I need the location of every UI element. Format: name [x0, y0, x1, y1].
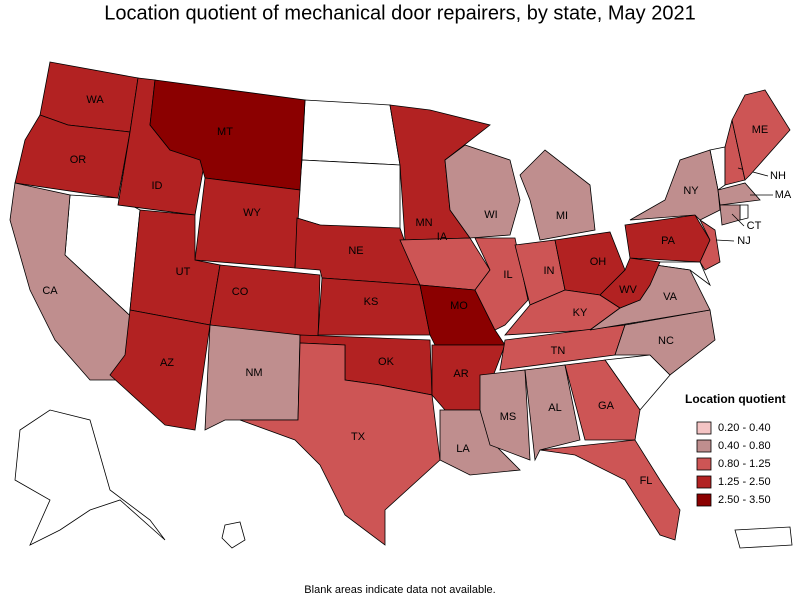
state — [564, 359, 641, 441]
state-label: GA — [598, 400, 615, 412]
state — [194, 177, 301, 269]
state — [719, 204, 741, 226]
state-label: MN — [415, 217, 432, 229]
legend-swatch — [696, 475, 712, 489]
state-label: IL — [503, 269, 512, 281]
leader-line — [731, 213, 745, 227]
state-blank — [301, 99, 401, 166]
state — [519, 149, 596, 241]
state-label: NJ — [737, 235, 750, 247]
state — [239, 342, 441, 546]
state-label: LA — [456, 443, 470, 455]
state-label: NC — [658, 335, 674, 347]
state — [9, 182, 141, 381]
state-label: FL — [640, 475, 653, 487]
alaska — [14, 409, 166, 546]
legend: Location quotient 0.20 - 0.40 0.40 - 0.80… — [685, 392, 786, 507]
state-label: KS — [364, 296, 379, 308]
blank-states — [14, 99, 793, 549]
note: Blank areas indicate data not available. — [304, 584, 495, 596]
state-label: OH — [590, 256, 607, 268]
state-label: MI — [556, 210, 568, 222]
state-label: PA — [661, 235, 676, 247]
state — [479, 369, 531, 461]
state — [698, 218, 721, 271]
state-label: OK — [378, 356, 395, 368]
legend-title: Location quotient — [685, 392, 786, 406]
state-label: CA — [42, 285, 58, 297]
state-label: CT — [747, 220, 762, 232]
state-blank — [739, 204, 749, 221]
state — [539, 439, 681, 541]
map-title: Location quotient of mechanical door rep… — [104, 2, 695, 24]
legend-label: 0.20 - 0.40 — [718, 422, 771, 434]
states: WA OR CA ID MT WY UT AZ CO NM NE KS OK TX MN IA MO AR LA WI… — [9, 61, 792, 546]
state — [629, 149, 721, 221]
state — [444, 144, 521, 239]
state-label: CO — [232, 286, 249, 298]
state — [149, 79, 306, 191]
state-label: AR — [453, 368, 468, 380]
state-label: MA — [775, 189, 792, 201]
state-label: TX — [351, 431, 366, 443]
state-label: ID — [152, 180, 163, 192]
state — [614, 309, 716, 376]
state-label: OR — [70, 154, 87, 166]
state-label: WV — [619, 284, 637, 296]
legend-swatch — [696, 493, 712, 507]
state-label: MS — [500, 411, 517, 423]
state — [524, 364, 581, 462]
state-label: UT — [176, 266, 191, 278]
legend-label: 0.80 - 1.25 — [718, 458, 771, 470]
state-label: VA — [663, 291, 678, 303]
state-label: NY — [683, 185, 699, 197]
leader-line — [715, 239, 735, 242]
state-label: NE — [348, 245, 363, 257]
state-label: IN — [544, 265, 555, 277]
puerto-rico — [734, 526, 793, 549]
state-label: TN — [551, 345, 566, 357]
legend-label: 2.50 - 3.50 — [718, 494, 771, 506]
legend-swatch — [696, 457, 712, 471]
state — [731, 89, 791, 181]
legend-swatch — [696, 439, 712, 453]
state — [717, 182, 761, 206]
state-label: ME — [752, 124, 769, 136]
legend-swatch — [696, 421, 712, 435]
state-label: IA — [437, 231, 448, 243]
state-label: MT — [217, 126, 233, 138]
state-label: NH — [770, 170, 786, 182]
state-label: WI — [484, 209, 497, 221]
state — [599, 257, 661, 309]
state-label: MO — [450, 300, 468, 312]
state-label: WA — [86, 94, 104, 106]
state-label: NM — [245, 367, 262, 379]
hawaii — [221, 521, 246, 549]
legend-label: 1.25 - 2.50 — [718, 476, 771, 488]
state-label: KY — [573, 307, 588, 319]
state — [14, 114, 131, 199]
state-label: AL — [548, 402, 561, 414]
legend-label: 0.40 - 0.80 — [718, 440, 771, 452]
state-label: AZ — [160, 357, 174, 369]
state-label: WY — [243, 207, 261, 219]
